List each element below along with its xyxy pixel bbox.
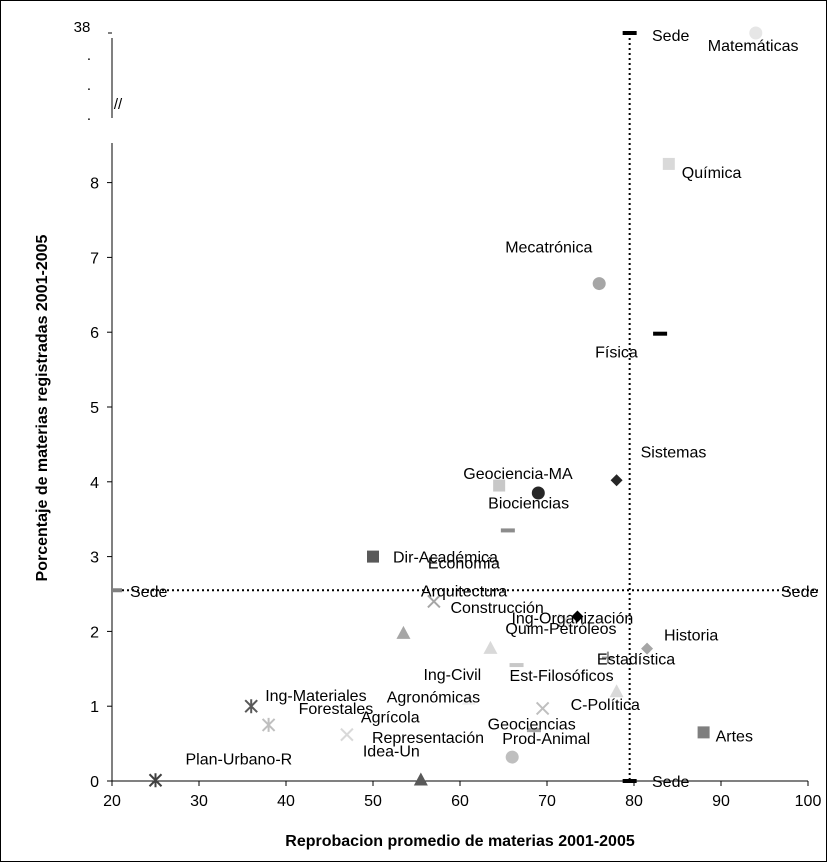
ref-label-bottom: Sede	[652, 774, 689, 791]
point-label: Química	[682, 165, 742, 182]
point-label: Arquitectura	[421, 583, 507, 600]
point-label: Matemáticas	[708, 38, 799, 55]
point-label: Forestales	[299, 701, 374, 718]
ref-label-left: Sede	[130, 584, 167, 601]
x-tick-label: 60	[451, 793, 469, 810]
data-point	[653, 331, 668, 336]
data-point	[531, 486, 545, 500]
y-break-top-label: 38	[74, 19, 91, 36]
data-point	[749, 26, 763, 40]
data-point	[413, 772, 428, 786]
point-label: Prod-Animal	[502, 731, 590, 748]
data-point	[592, 277, 606, 291]
y-tick-label: 6	[90, 325, 99, 342]
data-point	[557, 613, 572, 627]
point-label: Quim-Petróleos	[505, 621, 616, 638]
x-tick-label: 40	[277, 793, 295, 810]
y-tick-label: 8	[90, 176, 99, 193]
point-label: Geociencias	[488, 716, 576, 733]
point-label: Agronómicas	[387, 690, 480, 707]
point-label: Estadística	[597, 652, 675, 669]
x-axis-title: Reprobacion promedio de materias 2001-20…	[285, 833, 635, 850]
y-tick-label: 5	[90, 400, 99, 417]
y-tick-label: 1	[90, 699, 99, 716]
data-point	[535, 701, 550, 716]
y-tick-label: 4	[90, 475, 99, 492]
ref-label-right: Sede	[781, 584, 818, 601]
data-point	[461, 691, 476, 705]
y-tick-label: 0	[90, 774, 99, 791]
x-tick-label: 50	[364, 793, 382, 810]
y-break-dot: .	[87, 107, 91, 124]
ref-marker-left	[112, 588, 122, 593]
data-point	[641, 642, 654, 655]
x-tick-label: 20	[103, 793, 121, 810]
point-label: Historia	[664, 628, 718, 645]
data-point	[261, 717, 276, 732]
data-point	[571, 610, 584, 623]
data-point	[396, 625, 411, 639]
point-label: Idea-Un	[363, 744, 420, 761]
point-label: Física	[595, 345, 638, 362]
y-tick-label: 3	[90, 550, 99, 567]
y-tick-label: 2	[90, 624, 99, 641]
y-axis-title: Porcentaje de materias registradas 2001-…	[34, 234, 51, 581]
point-label: Est-Filosóficos	[510, 668, 614, 685]
point-label: Sistemas	[641, 444, 707, 461]
data-point	[505, 750, 519, 764]
ref-label-top: Sede	[652, 28, 689, 45]
point-label: Plan-Urbano-R	[186, 751, 293, 768]
ref-marker-bottom	[622, 779, 637, 783]
data-point	[148, 773, 163, 788]
y-break-dot: .	[87, 47, 91, 64]
data-point	[697, 726, 710, 739]
point-label: Mecatrónica	[505, 240, 592, 257]
data-point	[493, 479, 506, 492]
point-label: Representación	[372, 730, 484, 747]
data-point	[500, 528, 515, 533]
data-point	[244, 699, 258, 714]
point-label: Ing-Materiales	[265, 688, 366, 705]
y-break-dot: .	[87, 77, 91, 94]
point-label: Construcción	[450, 600, 543, 617]
data-point	[601, 651, 614, 664]
y-break-mark: //	[114, 96, 123, 113]
x-tick-label: 90	[712, 793, 730, 810]
x-tick-label: 80	[625, 793, 643, 810]
data-point	[609, 684, 624, 698]
point-label: Ing-Organización	[511, 610, 633, 627]
point-label: Dir-Académica	[393, 550, 498, 567]
data-point	[662, 157, 675, 170]
data-point	[367, 550, 379, 563]
point-label: C-Política	[571, 697, 640, 714]
y-tick-label: 7	[90, 250, 99, 267]
data-point	[427, 594, 441, 609]
point-label: Artes	[716, 728, 753, 745]
data-point	[509, 663, 524, 668]
point-label: Economía	[428, 555, 500, 572]
data-point	[526, 728, 541, 733]
point-label: Agrícola	[361, 710, 420, 727]
data-point	[340, 727, 354, 742]
point-label: Ing-Civil	[423, 667, 481, 684]
x-tick-label: 30	[190, 793, 208, 810]
data-point	[610, 474, 623, 487]
point-label: Geociencia-MA	[463, 466, 573, 483]
ref-marker-top	[622, 31, 637, 35]
point-label: Biociencias	[488, 496, 569, 513]
data-point	[483, 640, 498, 654]
x-tick-label: 70	[538, 793, 556, 810]
x-tick-label: 100	[795, 793, 822, 810]
